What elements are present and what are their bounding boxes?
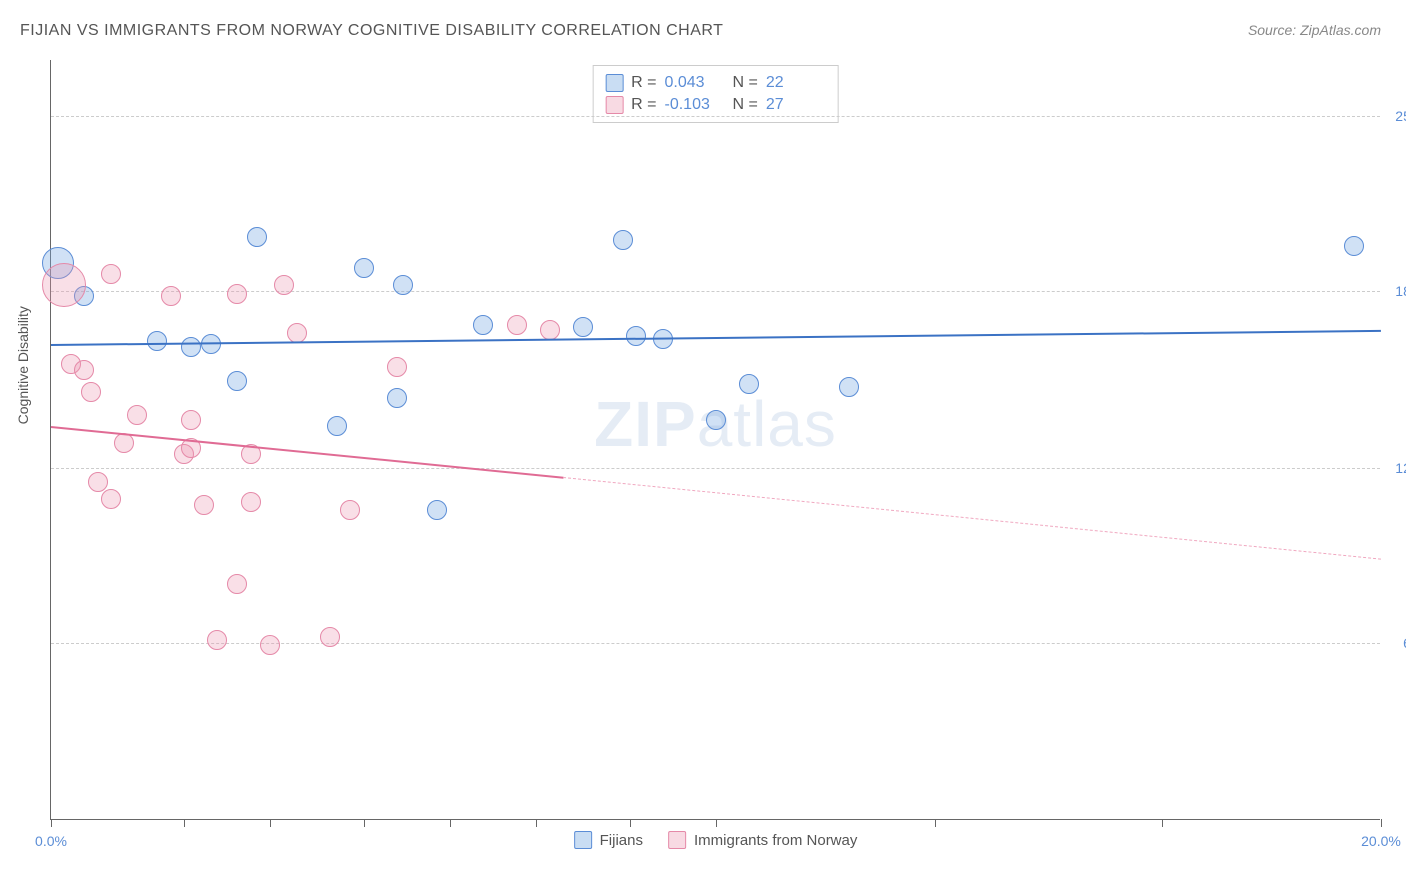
data-point — [739, 374, 759, 394]
data-point — [74, 360, 94, 380]
data-point — [340, 500, 360, 520]
data-point — [181, 337, 201, 357]
data-point — [227, 284, 247, 304]
gridline — [51, 468, 1380, 469]
data-point — [127, 405, 147, 425]
trend-line — [51, 330, 1381, 346]
legend-swatch — [605, 96, 623, 114]
legend-label: Fijians — [600, 832, 643, 849]
legend-correlation: R = 0.043 N = 22 R = -0.103 N = 27 — [592, 65, 839, 123]
x-tick-label: 0.0% — [35, 833, 67, 849]
legend-series: Fijians Immigrants from Norway — [574, 831, 858, 849]
data-point — [88, 472, 108, 492]
data-point — [247, 227, 267, 247]
data-point — [626, 326, 646, 346]
legend-swatch — [668, 831, 686, 849]
legend-r-value: -0.103 — [665, 96, 725, 114]
legend-item: Fijians — [574, 831, 643, 849]
data-point — [320, 627, 340, 647]
legend-n-label: N = — [733, 74, 758, 92]
legend-r-label: R = — [631, 74, 656, 92]
data-point — [706, 410, 726, 430]
legend-n-label: N = — [733, 96, 758, 114]
data-point — [287, 323, 307, 343]
trend-line — [563, 477, 1381, 561]
legend-swatch — [574, 831, 592, 849]
legend-r-value: 0.043 — [665, 74, 725, 92]
x-tick — [51, 819, 52, 827]
gridline — [51, 116, 1380, 117]
data-point — [227, 574, 247, 594]
data-point — [540, 320, 560, 340]
x-tick — [270, 819, 271, 827]
data-point — [327, 416, 347, 436]
source-label: Source: ZipAtlas.com — [1248, 22, 1381, 38]
x-tick — [364, 819, 365, 827]
data-point — [241, 492, 261, 512]
data-point — [81, 382, 101, 402]
data-point — [427, 500, 447, 520]
x-tick — [716, 819, 717, 827]
x-tick-label: 20.0% — [1361, 833, 1401, 849]
data-point — [194, 495, 214, 515]
watermark-bold: ZIP — [594, 388, 697, 460]
y-axis-label: Cognitive Disability — [15, 306, 31, 424]
data-point — [101, 489, 121, 509]
data-point — [181, 410, 201, 430]
legend-label: Immigrants from Norway — [694, 832, 857, 849]
data-point — [573, 317, 593, 337]
data-point — [473, 315, 493, 335]
data-point — [227, 371, 247, 391]
data-point — [161, 286, 181, 306]
y-tick-label: 12.5% — [1395, 460, 1406, 476]
x-tick — [450, 819, 451, 827]
x-tick — [935, 819, 936, 827]
data-point — [42, 263, 86, 307]
trend-line — [51, 426, 563, 479]
data-point — [1344, 236, 1364, 256]
data-point — [354, 258, 374, 278]
data-point — [274, 275, 294, 295]
legend-swatch — [605, 74, 623, 92]
data-point — [207, 630, 227, 650]
legend-n-value: 22 — [766, 74, 826, 92]
gridline — [51, 643, 1380, 644]
data-point — [260, 635, 280, 655]
x-tick — [184, 819, 185, 827]
data-point — [507, 315, 527, 335]
x-tick — [1381, 819, 1382, 827]
data-point — [839, 377, 859, 397]
legend-row: R = 0.043 N = 22 — [605, 72, 826, 94]
x-tick — [536, 819, 537, 827]
data-point — [101, 264, 121, 284]
x-tick — [1162, 819, 1163, 827]
legend-r-label: R = — [631, 96, 656, 114]
legend-n-value: 27 — [766, 96, 826, 114]
data-point — [393, 275, 413, 295]
data-point — [387, 388, 407, 408]
plot-area: Cognitive Disability ZIPatlas R =0.043N … — [50, 60, 1380, 820]
legend-item: Immigrants from Norway — [668, 831, 857, 849]
y-tick-label: 25.0% — [1395, 108, 1406, 124]
gridline — [51, 291, 1380, 292]
data-point — [613, 230, 633, 250]
legend-row: R = -0.103 N = 27 — [605, 94, 826, 116]
data-point — [387, 357, 407, 377]
x-tick — [630, 819, 631, 827]
chart-title: FIJIAN VS IMMIGRANTS FROM NORWAY COGNITI… — [20, 22, 723, 40]
y-tick-label: 18.8% — [1395, 283, 1406, 299]
data-point — [147, 331, 167, 351]
